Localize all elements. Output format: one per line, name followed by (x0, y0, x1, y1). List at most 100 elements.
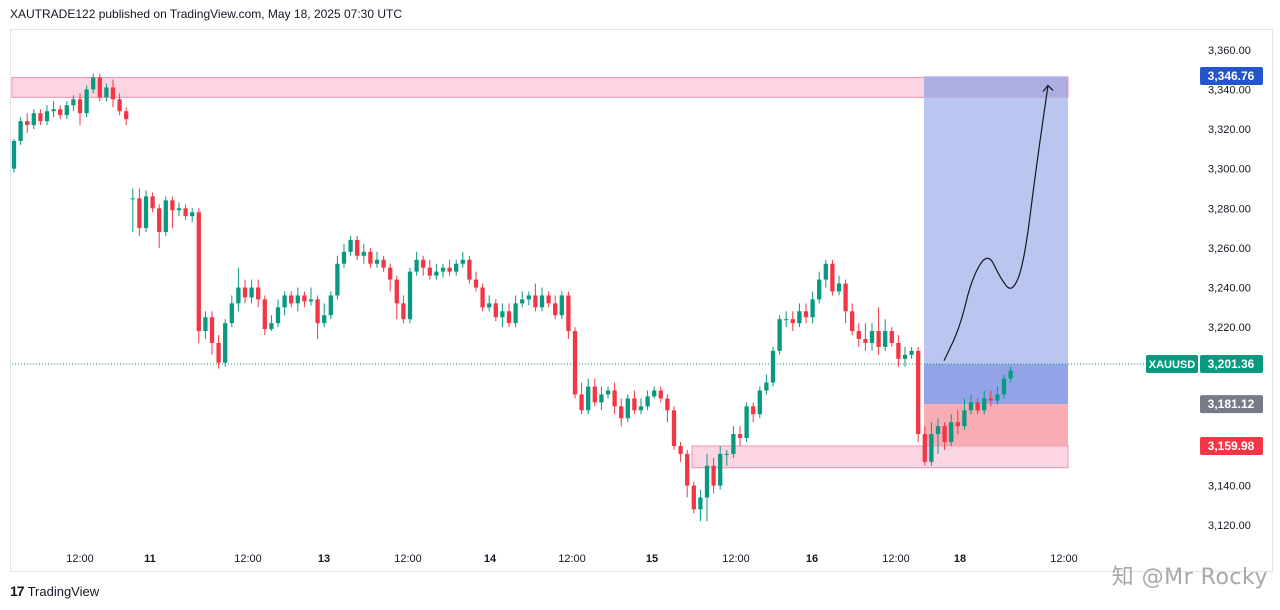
current-price-badge-text: 3,201.36 (1208, 357, 1255, 371)
candle-body (348, 239, 353, 252)
candle-body (460, 259, 465, 264)
candle-body (117, 99, 122, 112)
candle-body (942, 426, 947, 442)
candle-body (863, 339, 868, 343)
candle-body (203, 317, 208, 332)
candle-body (71, 99, 76, 106)
candle-body (38, 113, 43, 122)
time-axis[interactable]: 12:00 11 12:00 13 12:00 14 12:00 15 12:00 16 12:00… (66, 553, 1078, 565)
candle-body (553, 303, 558, 316)
projected-path-line (943, 85, 1049, 362)
candle-body (328, 295, 333, 316)
candle-body (982, 398, 987, 411)
candle-body (223, 323, 228, 363)
candle-body (434, 271, 439, 276)
candle-body (269, 323, 274, 330)
tradingview-mark-icon: 17 (10, 583, 25, 599)
x-tick-label: 12:00 (394, 553, 422, 565)
tradingview-brand: TradingView (27, 583, 100, 599)
candle-body (665, 398, 670, 411)
candle-body (454, 263, 459, 272)
demand-zone (691, 445, 1069, 469)
candle-body (64, 105, 69, 116)
candle-body (803, 311, 809, 318)
candle-body (520, 299, 525, 304)
candle-body (262, 299, 267, 330)
tradingview-logo[interactable]: 17 TradingView (10, 583, 99, 599)
stop-price-badge-text: 3,159.98 (1208, 439, 1255, 453)
candle-body (295, 295, 300, 304)
candle-body (757, 390, 762, 415)
candle-body (916, 350, 921, 435)
candle-body (104, 87, 109, 98)
x-tick-label: 12:00 (882, 553, 910, 565)
candle-body (322, 315, 327, 324)
candle-body (31, 113, 36, 126)
candle-body (764, 382, 769, 391)
candle-body (810, 299, 815, 318)
candle-body (58, 109, 63, 116)
candle-body (724, 453, 729, 455)
candle-body (876, 331, 881, 347)
projection-path (943, 84, 1054, 362)
y-tick-label: 3,360.00 (1208, 45, 1251, 57)
candle-body (506, 311, 512, 324)
candle-body (718, 453, 723, 486)
x-tick-label: 12:00 (558, 553, 586, 565)
candle-body (731, 434, 736, 454)
candle-body (381, 259, 386, 268)
candle-body (388, 267, 393, 280)
candle-body (836, 283, 842, 292)
candle-body (11, 140, 17, 169)
candle-body (559, 295, 564, 316)
candle-body (652, 390, 657, 397)
candle-body (209, 317, 215, 343)
candle-body (671, 410, 677, 446)
candle-body (196, 212, 201, 332)
x-tick-label: 12:00 (66, 553, 94, 565)
candle-body (823, 263, 828, 280)
candle-body (427, 267, 432, 276)
candle-body (216, 342, 221, 363)
candle-body (282, 295, 287, 308)
candle-body (487, 303, 492, 308)
x-tick-label: 11 (144, 553, 156, 565)
candle-body (256, 287, 261, 300)
candle-body (493, 303, 498, 318)
price-axis[interactable]: 3,360.00 3,340.00 3,320.00 3,300.00 3,280.00… (1208, 45, 1251, 532)
candle-body (473, 279, 479, 288)
candle-body (546, 295, 551, 304)
candle-body (988, 398, 993, 401)
author-watermark: 知 @Mr Rocky (1111, 565, 1268, 590)
x-tick-label: 18 (954, 553, 966, 565)
candle-body (744, 406, 749, 439)
candle-body (784, 319, 789, 321)
candle-body (658, 390, 663, 399)
candle-body (678, 445, 683, 454)
candle-body (902, 354, 908, 359)
long-position-tool[interactable] (12, 76, 1196, 447)
candle-body (632, 398, 637, 411)
candle-body (163, 200, 168, 233)
candle-body (315, 299, 320, 324)
candle-body (401, 303, 406, 320)
candle-body (869, 331, 875, 343)
entry-price-badge (1200, 395, 1263, 414)
candle-body (97, 77, 102, 98)
current-price-badge (1200, 355, 1263, 374)
target-price-badge-text: 3,346.76 (1208, 69, 1255, 83)
candle-body (605, 390, 611, 395)
candle-body (751, 406, 756, 415)
candle-body (883, 331, 888, 347)
candle-body (968, 402, 974, 411)
candle-body (1008, 370, 1013, 379)
candle-body (533, 295, 538, 308)
candle-body (625, 398, 630, 419)
candle-body (513, 303, 518, 324)
x-tick-label: 14 (484, 553, 497, 565)
candle-body (645, 396, 650, 407)
x-tick-label: 12:00 (1050, 553, 1078, 565)
symbol-badge (1146, 355, 1198, 374)
candle-body (374, 259, 380, 264)
